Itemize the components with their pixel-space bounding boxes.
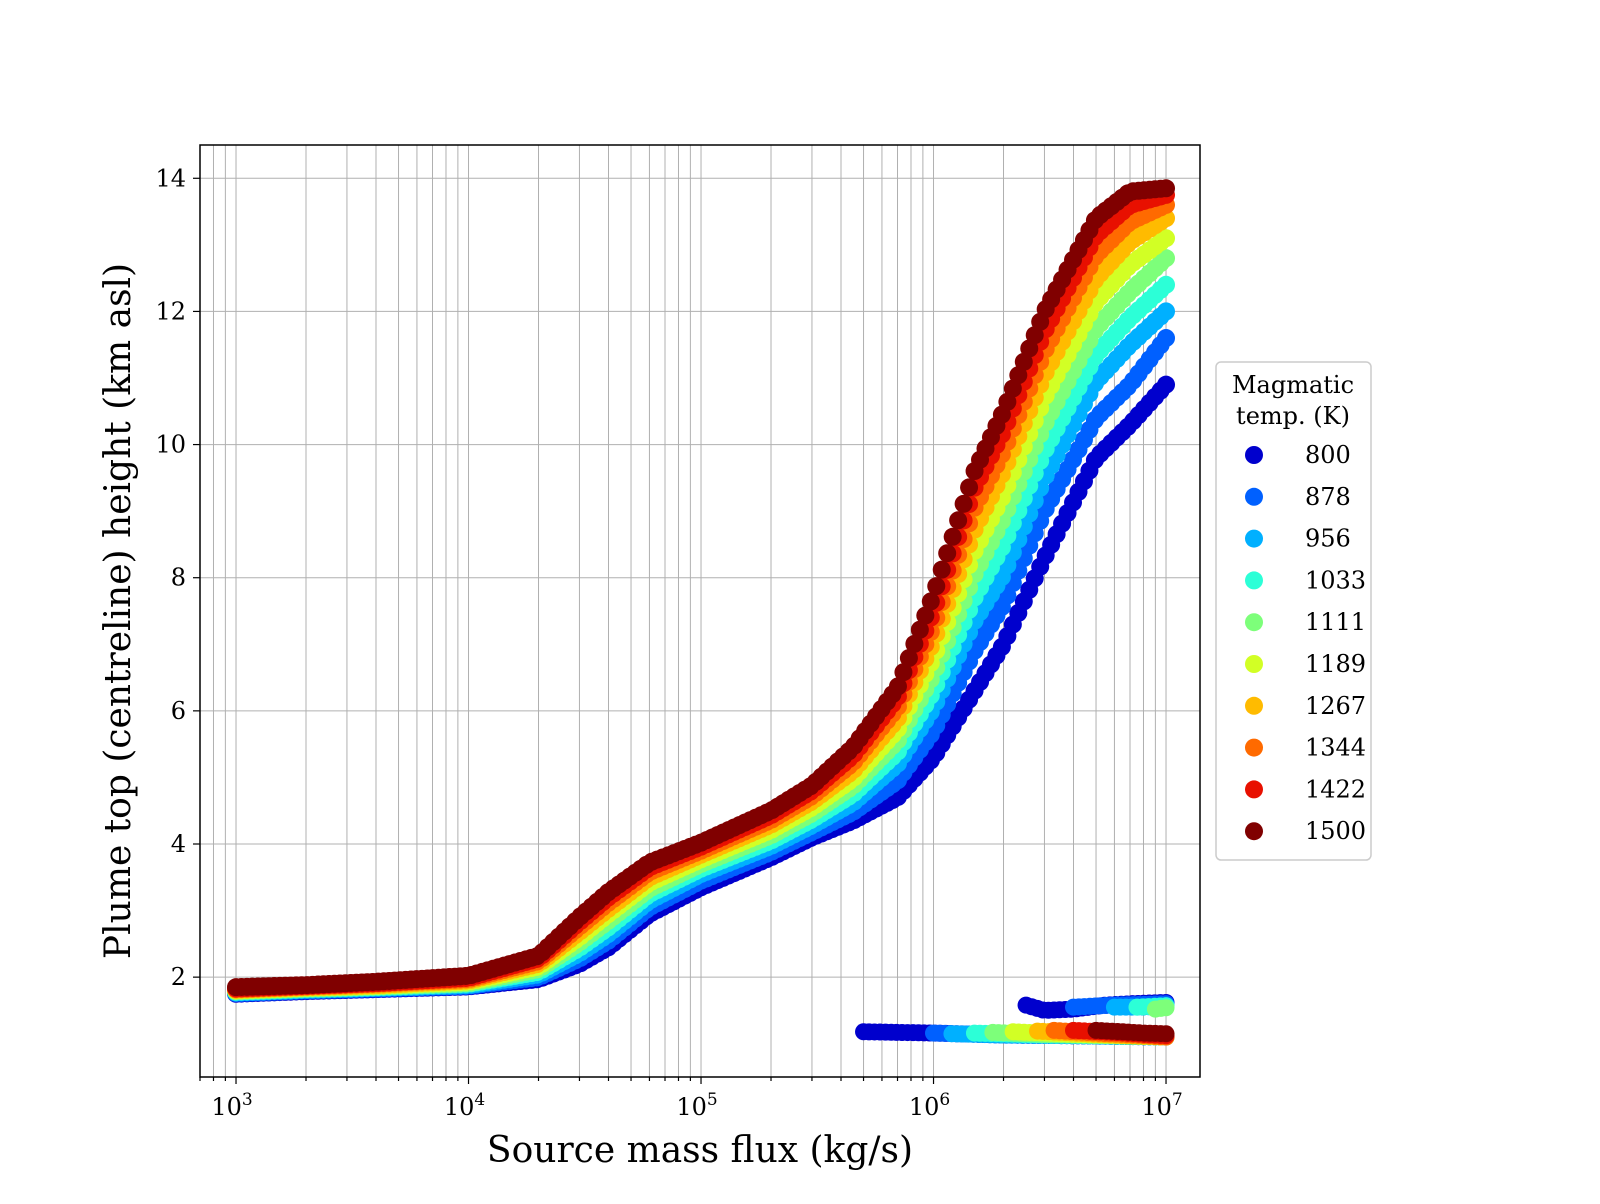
legend-marker-1500 (1245, 822, 1263, 841)
legend-marker-956 (1245, 529, 1263, 548)
legend-marker-1344 (1245, 738, 1263, 757)
point-1111 (1157, 249, 1176, 268)
point-956 (1157, 302, 1176, 321)
legend-label-1267: 1267 (1305, 692, 1366, 720)
point-800 (1157, 375, 1176, 394)
x-tick-label: 104 (444, 1090, 485, 1121)
legend-title-line1: Magmatic (1232, 371, 1354, 399)
legend-label-878: 878 (1305, 483, 1351, 511)
y-tick-label: 14 (155, 164, 186, 192)
x-tick-label: 106 (909, 1090, 950, 1121)
y-axis-label: Plume top (centreline) height (km asl) (98, 263, 139, 959)
point-878 (1157, 329, 1176, 348)
legend-marker-1189 (1245, 655, 1263, 673)
legend-entries: 800 878 956 1033 1111 1189 1267 1344 1422 1500 (1245, 441, 1366, 845)
legend: Magmatic temp. (K) 800 878 956 1033 1111 1189… (1215, 361, 1372, 861)
y-tick-label: 2 (171, 963, 186, 991)
legend-label-1111: 1111 (1305, 608, 1366, 636)
legend-box (1215, 361, 1372, 861)
legend-label-1422: 1422 (1305, 775, 1366, 803)
upper-branch-point-1111 (1157, 999, 1175, 1017)
legend-marker-1111 (1245, 613, 1263, 632)
legend-label-1344: 1344 (1305, 734, 1366, 762)
point-1500 (899, 649, 918, 668)
legend-label-1500: 1500 (1305, 817, 1366, 845)
y-tick-label: 8 (171, 564, 186, 592)
series-1500 (227, 179, 1176, 1043)
point-1500 (888, 677, 907, 696)
series-layer (227, 179, 1176, 1046)
legend-label-1033: 1033 (1305, 566, 1366, 594)
legend-marker-878 (1245, 487, 1263, 506)
point-1500 (894, 663, 913, 682)
point-1500 (916, 606, 935, 625)
x-tick-label: 107 (1141, 1090, 1182, 1121)
y-tick-label: 12 (155, 297, 186, 325)
point-1500 (954, 494, 973, 513)
legend-label-1189: 1189 (1305, 650, 1366, 678)
point-1500 (949, 511, 968, 530)
point-1500 (910, 620, 929, 639)
point-1500 (960, 478, 979, 497)
y-tick-label: 10 (155, 431, 186, 459)
point-1500 (905, 634, 924, 653)
point-1500 (921, 592, 940, 611)
point-1500 (927, 577, 946, 596)
legend-marker-1033 (1245, 571, 1263, 590)
legend-marker-1267 (1245, 696, 1263, 715)
legend-label-956: 956 (1305, 525, 1351, 553)
plot-frame (199, 144, 1201, 1078)
point-1189 (1157, 229, 1176, 248)
x-tick-label: 103 (211, 1090, 252, 1121)
legend-marker-800 (1245, 446, 1263, 464)
low-branch-point-1500 (1157, 1025, 1175, 1043)
point-1500 (932, 560, 951, 579)
point-1033 (1157, 275, 1176, 294)
point-1500 (943, 527, 962, 546)
x-axis-label: Source mass flux (kg/s) (487, 1130, 913, 1171)
legend-title-line2: temp. (K) (1236, 402, 1350, 430)
y-tick-label: 4 (171, 830, 186, 858)
x-tick-label: 105 (676, 1090, 717, 1121)
legend-marker-1422 (1245, 780, 1263, 799)
legend-label-800: 800 (1305, 441, 1351, 469)
point-1500 (938, 544, 957, 563)
y-tick-label: 6 (171, 697, 186, 725)
point-1500 (1157, 179, 1176, 198)
tick-layer: 2 4 6 8 10 12 14 103 104 105 106 107 (155, 164, 1182, 1121)
